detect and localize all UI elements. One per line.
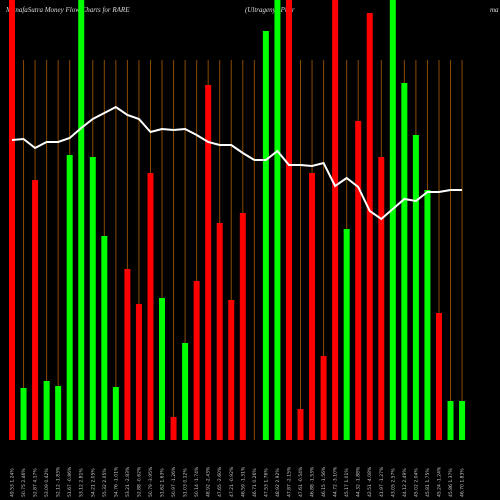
chart-subtitle: (Ultragenyx Phar	[245, 6, 295, 14]
x-tick-label: 54.21 2.05%	[90, 468, 96, 497]
bar	[32, 180, 39, 440]
bar	[447, 401, 454, 440]
chart-subtitle-end: ma	[490, 6, 499, 14]
x-tick-label: 51.03 0.12%	[183, 468, 189, 497]
chart-title: MunafaSutra Money Flow Charts for RARE	[5, 6, 130, 14]
bar	[343, 229, 350, 440]
bar	[124, 269, 131, 440]
bar	[378, 157, 385, 440]
x-tick-label: 53.12 2.81%	[79, 468, 85, 497]
bar	[274, 0, 281, 440]
bar	[101, 236, 108, 440]
x-tick-label: 55.32 2.05%	[102, 468, 108, 497]
bar	[20, 388, 27, 440]
x-tick-label: 47.87 -2.15%	[286, 466, 292, 497]
money-flow-line	[11, 105, 463, 221]
x-tick-label: 53.09 0.42%	[44, 468, 50, 497]
bar	[135, 304, 142, 440]
x-tick-label: 45.81 1.75%	[425, 468, 431, 497]
bar	[320, 356, 327, 440]
x-tick-label: 45.86 1.37%	[448, 468, 454, 497]
bar	[459, 401, 466, 440]
x-tick-label: 52.12 -1.83%	[56, 466, 62, 497]
x-tick-label: 47.53 1.76%	[263, 468, 269, 497]
x-tick-label: 46.59 -1.31%	[240, 466, 246, 497]
bar	[147, 173, 154, 440]
x-tick-label: 51.67 -0.86%	[67, 466, 73, 497]
x-tick-label: 49.53 1.24%	[10, 468, 16, 497]
x-tick-label: 52.88 -0.62%	[136, 466, 142, 497]
bar	[401, 83, 408, 440]
x-tick-label: 44.12 2.49%	[402, 468, 408, 497]
x-tick-label: 47.61 -0.54%	[298, 466, 304, 497]
bar	[66, 155, 73, 440]
x-tick-label: 46.71 0.26%	[252, 468, 258, 497]
bar	[112, 387, 119, 440]
x-tick-label: 48.92 -2.43%	[206, 466, 212, 497]
bar	[78, 0, 85, 440]
x-tick-label: 47.65 -2.60%	[217, 466, 223, 497]
x-tick-label: 50.75 2.46%	[21, 468, 27, 497]
bar	[239, 213, 246, 440]
bar	[309, 173, 316, 440]
bar	[297, 409, 304, 440]
x-tick-label: 46.88 -1.53%	[310, 466, 316, 497]
x-tick-label: 53.21 -2.83%	[125, 466, 131, 497]
bar	[170, 417, 177, 440]
bar	[435, 313, 442, 440]
bar	[193, 281, 200, 440]
bar	[262, 31, 269, 440]
bar	[355, 121, 362, 440]
x-tick-label: 44.72 -3.10%	[333, 466, 339, 497]
x-tick-label: 41.97 -1.27%	[379, 466, 385, 497]
x-tick-label: 50.97 -1.26%	[171, 466, 177, 497]
x-tick-label: 50.79 -3.95%	[148, 466, 154, 497]
x-tick-label: 42.51 -4.08%	[367, 466, 373, 497]
bar	[228, 300, 235, 440]
bar	[366, 13, 373, 440]
bar	[182, 343, 189, 440]
bar	[285, 0, 292, 440]
bar	[89, 157, 96, 440]
x-tick-label: 46.15 -1.56%	[321, 466, 327, 497]
x-tick-label: 46.70 1.83%	[460, 468, 466, 497]
x-tick-label: 47.21 -0.92%	[229, 466, 235, 497]
x-tick-label: 44.32 -1.88%	[356, 466, 362, 497]
x-tick-label: 45.02 2.04%	[413, 468, 419, 497]
bar	[332, 0, 339, 440]
bar	[159, 298, 166, 440]
bar	[55, 386, 62, 440]
x-tick-label: 52.87 4.17%	[33, 468, 39, 497]
bar	[412, 135, 419, 440]
x-tick-label: 50.14 -1.74%	[194, 466, 200, 497]
x-tick-label: 45.17 1.01%	[344, 468, 350, 497]
bar	[389, 0, 396, 440]
bar	[424, 190, 431, 440]
x-tick-label: 43.05 2.57%	[390, 468, 396, 497]
x-tick-label: 45.24 -1.24%	[436, 466, 442, 497]
bar	[9, 0, 15, 440]
bar	[43, 381, 50, 440]
bar	[216, 223, 223, 440]
x-tick-label: 51.62 1.63%	[160, 468, 166, 497]
x-tick-label: 54.76 -1.01%	[113, 466, 119, 497]
x-tick-label: 48.92 2.92%	[275, 468, 281, 497]
bar	[205, 85, 212, 440]
